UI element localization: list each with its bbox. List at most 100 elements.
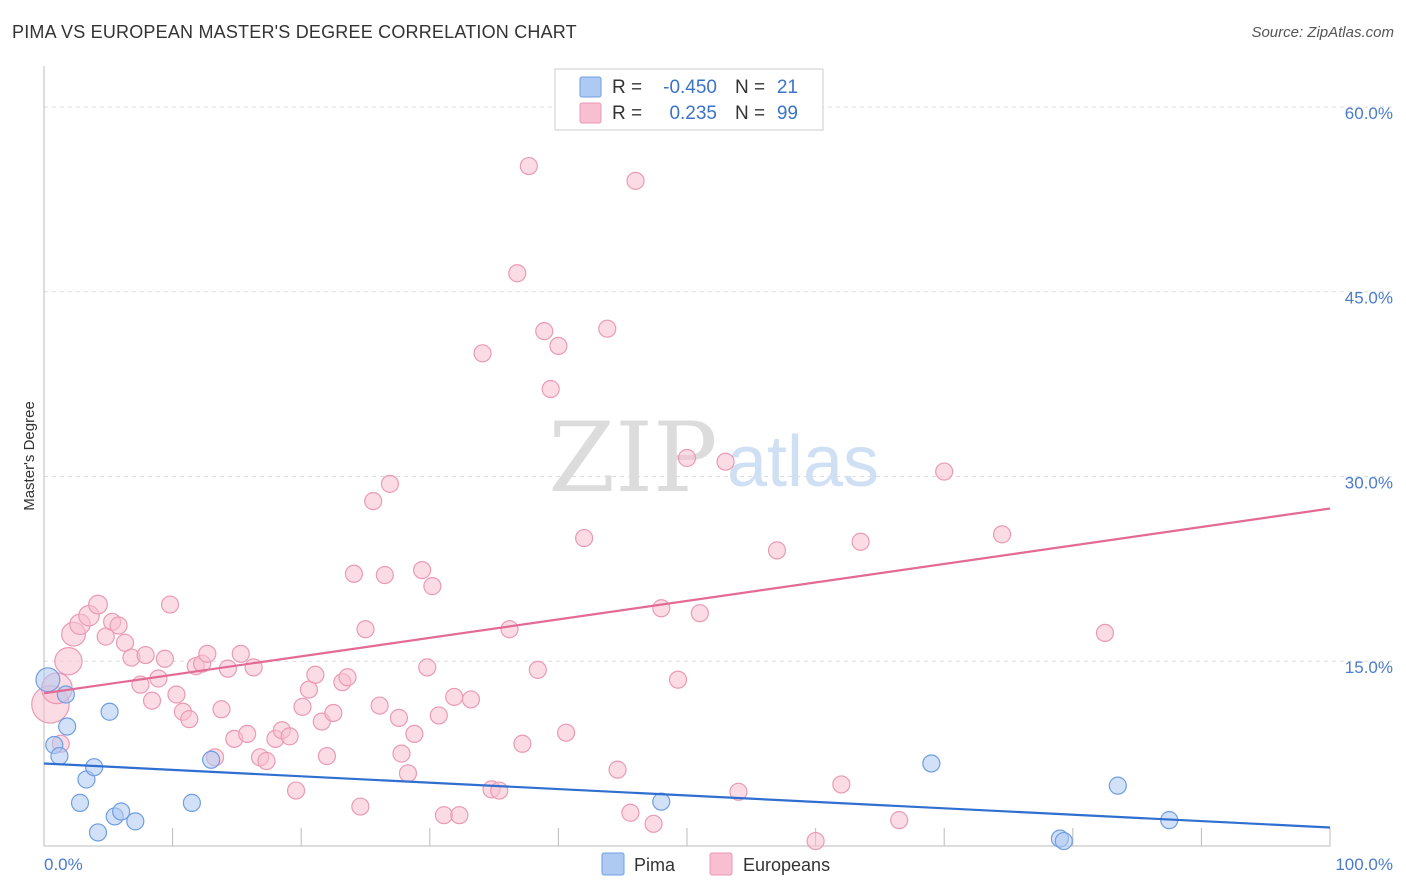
pima-point-5 <box>70 793 90 812</box>
europeans-point-47 <box>351 797 370 816</box>
europeans-point-24 <box>198 644 217 663</box>
stats-n-label-pima: N = <box>735 77 765 98</box>
pima-point-13 <box>182 793 201 812</box>
europeans-point-50 <box>370 696 389 715</box>
europeans-point-7 <box>88 594 108 615</box>
europeans-point-59 <box>423 577 442 596</box>
stats-n-value-pima: 21 <box>777 77 798 98</box>
y-tick-label-2: 45.0% <box>1345 289 1393 308</box>
europeans-point-38 <box>293 697 312 716</box>
europeans-point-77 <box>575 528 594 548</box>
pima-point-2 <box>50 746 69 766</box>
stats-legend-swatch-pima <box>579 76 602 98</box>
y-tick-label-0: 15.0% <box>1345 658 1393 677</box>
europeans-point-62 <box>445 687 464 707</box>
europeans-point-83 <box>652 599 671 618</box>
legend-label-europeans[interactable]: Europeans <box>743 855 830 875</box>
europeans-point-54 <box>392 744 411 763</box>
europeans-point-97 <box>1095 623 1115 643</box>
europeans-trendline <box>43 507 1331 695</box>
europeans-point-19 <box>167 685 186 704</box>
legend-label-pima[interactable]: Pima <box>634 855 676 875</box>
europeans-point-46 <box>344 564 364 583</box>
europeans-point-88 <box>729 782 748 801</box>
europeans-point-58 <box>418 658 437 677</box>
stats-r-label-europeans: R = <box>612 103 642 124</box>
europeans-point-48 <box>356 620 375 639</box>
europeans-point-21 <box>180 710 199 729</box>
pima-point-15 <box>652 792 671 811</box>
stats-n-value-europeans: 99 <box>777 103 798 124</box>
europeans-point-43 <box>324 703 343 723</box>
europeans-point-18 <box>160 595 180 614</box>
europeans-point-84 <box>668 670 688 689</box>
europeans-point-74 <box>541 379 560 399</box>
europeans-point-92 <box>832 775 851 794</box>
europeans-point-51 <box>375 565 394 585</box>
pima-points <box>35 667 1179 851</box>
europeans-point-33 <box>257 751 276 771</box>
europeans-point-49 <box>364 492 383 511</box>
europeans-point-64 <box>461 690 481 709</box>
y-tick-label-1: 30.0% <box>1345 473 1393 492</box>
europeans-point-60 <box>429 706 448 725</box>
europeans-point-82 <box>644 814 663 833</box>
y-tick-labels: 15.0% 30.0% 45.0% 60.0% <box>1345 104 1393 677</box>
europeans-point-72 <box>528 660 547 679</box>
europeans-point-10 <box>109 616 128 635</box>
europeans-point-52 <box>380 474 400 493</box>
europeans-point-67 <box>490 781 509 800</box>
europeans-point-63 <box>450 806 469 825</box>
europeans-point-95 <box>935 462 954 481</box>
europeans-point-94 <box>890 811 909 830</box>
europeans-point-29 <box>231 644 250 663</box>
europeans-point-85 <box>677 448 697 468</box>
source-label: Source: ZipAtlas.com <box>1251 24 1394 41</box>
europeans-point-70 <box>513 734 532 753</box>
europeans-point-75 <box>549 336 568 356</box>
europeans-point-45 <box>338 668 357 687</box>
stats-n-label-europeans: N = <box>735 103 765 124</box>
europeans-point-87 <box>716 452 735 471</box>
europeans-point-36 <box>280 727 299 746</box>
y-axis-label: Master's Degree <box>21 401 38 511</box>
legend-swatch-europeans[interactable] <box>709 852 733 876</box>
pima-point-14 <box>202 750 221 769</box>
pima-trendline <box>43 762 1331 829</box>
europeans-point-73 <box>535 322 554 341</box>
europeans-point-26 <box>212 700 231 719</box>
europeans-point-80 <box>621 803 640 822</box>
x-tick-labels: 0.0% 100.0% <box>44 855 1393 874</box>
europeans-point-96 <box>992 525 1012 544</box>
pima-point-11 <box>112 802 131 821</box>
pima-point-19 <box>1108 776 1127 795</box>
europeans-point-15 <box>142 691 162 710</box>
europeans-point-90 <box>767 541 787 560</box>
europeans-point-65 <box>473 344 492 363</box>
pima-point-0 <box>35 667 61 693</box>
europeans-point-68 <box>500 620 519 639</box>
europeans-point-76 <box>557 723 576 742</box>
europeans-point-78 <box>598 319 617 338</box>
pima-point-18 <box>1054 831 1073 851</box>
europeans-point-55 <box>398 764 418 783</box>
stats-legend-swatch-europeans <box>579 102 602 124</box>
europeans-point-93 <box>851 532 870 551</box>
europeans-point-91 <box>806 831 825 851</box>
europeans-point-42 <box>317 746 337 766</box>
chart-title: PIMA VS EUROPEAN MASTER'S DEGREE CORRELA… <box>12 22 577 42</box>
europeans-point-14 <box>136 645 155 665</box>
europeans-point-53 <box>389 708 409 727</box>
pima-point-8 <box>88 823 108 842</box>
europeans-point-30 <box>238 724 257 744</box>
trendlines <box>43 507 1331 829</box>
legend-swatch-pima[interactable] <box>601 852 625 876</box>
series-legend: Pima Europeans <box>601 852 830 876</box>
europeans-point-69 <box>508 264 527 283</box>
europeans-point-17 <box>155 649 174 668</box>
europeans-point-40 <box>306 665 325 684</box>
pima-point-16 <box>922 754 941 773</box>
stats-r-value-europeans: 0.235 <box>669 103 717 124</box>
x-tick-label-0: 0.0% <box>44 855 83 874</box>
